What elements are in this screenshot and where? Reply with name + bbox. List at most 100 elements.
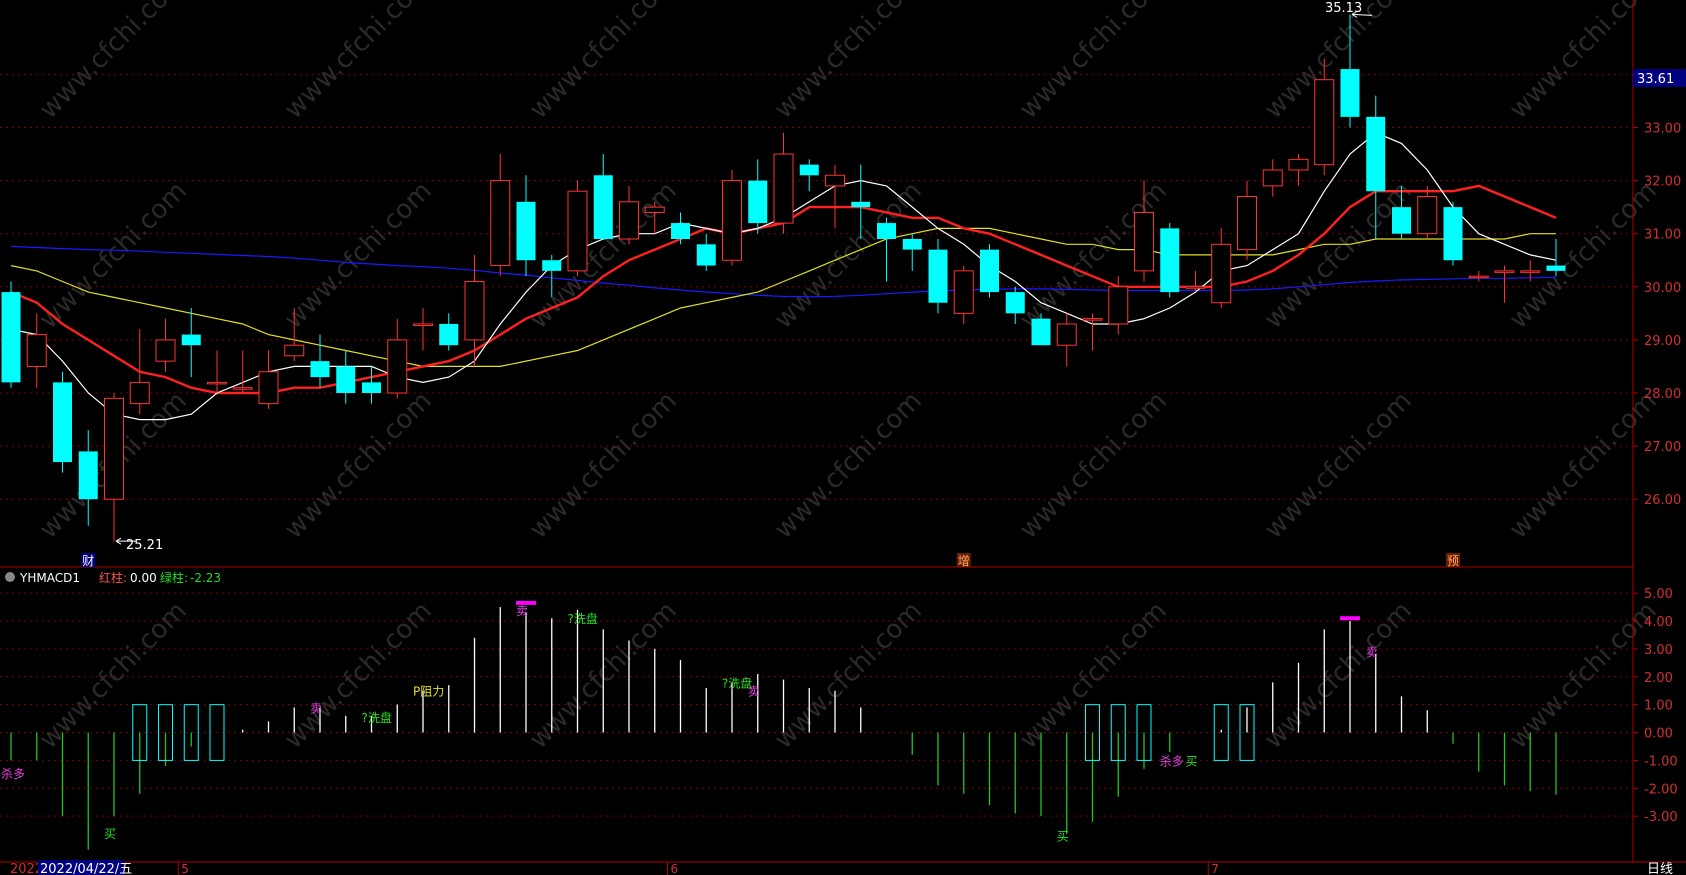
month-tick-label: 6 [671,862,679,875]
event-badge-bg [81,553,96,567]
macd-top-mark [1340,616,1360,621]
event-badge[interactable]: 预 [1447,554,1459,568]
candle-body-up [1417,196,1438,235]
low-price-label: 25.21 [126,538,163,553]
macd-signal-label: 卖 [1366,646,1378,660]
watermark-text: www.cfchi.com [34,176,193,335]
candle-body-down [877,223,896,239]
watermark-text: www.cfchi.com [769,596,928,755]
candle-body-up [619,201,639,240]
watermark-text: www.cfchi.com [1014,0,1173,125]
candle-body-up [207,381,227,385]
candle-body-up [1468,275,1489,279]
ma30-line [10,227,1556,367]
candlestick-series[interactable] [1,14,1566,542]
event-badges[interactable]: 财增预 [81,553,1460,568]
period-label[interactable]: 日线 [1647,862,1673,875]
low-arrow [115,537,136,545]
candle-body-down [53,382,72,463]
candle-body-down [336,366,356,393]
candle-body-down [181,334,201,346]
candle-body-up [26,334,47,367]
macd-signal-box [1213,704,1229,761]
watermark-text: www.cfchi.com [769,0,928,125]
candle-body-down [516,201,536,261]
candle-body-down [980,249,999,293]
macd-signal-box [1136,704,1152,761]
macd-signal-box [1110,704,1126,761]
candle-body-down [1160,228,1180,293]
watermark-text: www.cfchi.com [34,596,193,755]
price-tick-label: 29.00 [1644,334,1681,349]
candle-body-down [362,382,381,393]
event-badge-bg [1446,553,1460,567]
macd-signal-label: 买 [1186,754,1198,768]
candle-body-up [1494,270,1515,273]
candle-body-up [490,180,511,267]
candle-body-down [593,175,613,239]
macd-signal-box [1239,704,1255,761]
candle-body-up [1082,318,1103,321]
candle-body-up [1108,286,1129,325]
watermark-text: www.cfchi.com [1504,176,1663,335]
candle-body-up [644,206,665,213]
price-tick-label: 31.00 [1644,228,1681,243]
watermark-text: www.cfchi.com [34,0,193,125]
candle-body-down [1443,207,1463,261]
macd-tick-label: 0.00 [1644,727,1673,742]
macd-tick-label: 5.00 [1644,587,1673,602]
macd-signal-label: 卖 [516,604,528,618]
high-price-label: 35.13 [1325,1,1362,16]
high-arrow [1351,10,1373,18]
candle-body-up [387,339,408,394]
candle-body-down [928,249,948,303]
candle-body-down [542,260,562,271]
candle-body-up [464,280,485,341]
red-bar-value: 0.00 [130,571,157,585]
macd-signal-label: P阻力 [413,685,444,699]
candle-body-up [155,339,176,362]
watermark-text: www.cfchi.com [1259,0,1418,125]
candle-body-down [1031,318,1051,346]
price-tick-label: 30.00 [1644,281,1681,296]
watermark-text: www.cfchi.com [1504,386,1663,545]
year-label: 2022 [10,862,43,875]
candle-body-down [851,201,871,208]
watermark-text: www.cfchi.com [279,176,438,335]
macd-tick-label: 3.00 [1644,643,1673,658]
candle-body-up [104,397,124,500]
price-tick-label: 26.00 [1644,493,1681,508]
price-tick-label: 28.00 [1644,387,1681,402]
current-price-tag: 33.61 [1633,69,1686,87]
candle-body-up [258,371,279,405]
macd-signal-box [132,704,148,761]
macd-signal-label: 买 [104,827,116,841]
macd-signal-label: 买 [1057,830,1069,844]
event-badge[interactable]: 财 [82,554,94,568]
cursor-date-background [38,860,124,875]
macd-tick-label: 4.00 [1644,615,1673,630]
price-axis: 34.0033.0032.0031.0030.0029.0028.0027.00… [1633,68,1681,508]
macd-signal-box [1085,704,1100,761]
candle-body-up [953,270,974,314]
candle-body-down [1,292,21,383]
green-bar-value: -2.23 [190,571,221,585]
candle-body-up [1288,158,1309,171]
macd-signal-label: 卖 [310,701,322,715]
watermark-text: www.cfchi.com [1259,386,1418,545]
candle-body-up [825,174,845,187]
indicator-name[interactable]: YHMACD1 [19,571,80,585]
candle-body-down [1546,265,1566,271]
month-tick-label: 5 [181,862,189,875]
indicator-menu-icon[interactable] [5,572,15,582]
macd-signal-box [183,704,199,761]
candle-body-up [722,180,742,261]
candle-body-up [284,344,305,357]
watermark-text: www.cfchi.com [279,0,438,125]
candle-body-up [1262,169,1283,187]
event-badge[interactable]: 增 [958,554,970,568]
ma60-line [10,245,1557,298]
macd-signal-label: 杀多 [1,766,25,781]
candle-body-down [799,164,819,176]
